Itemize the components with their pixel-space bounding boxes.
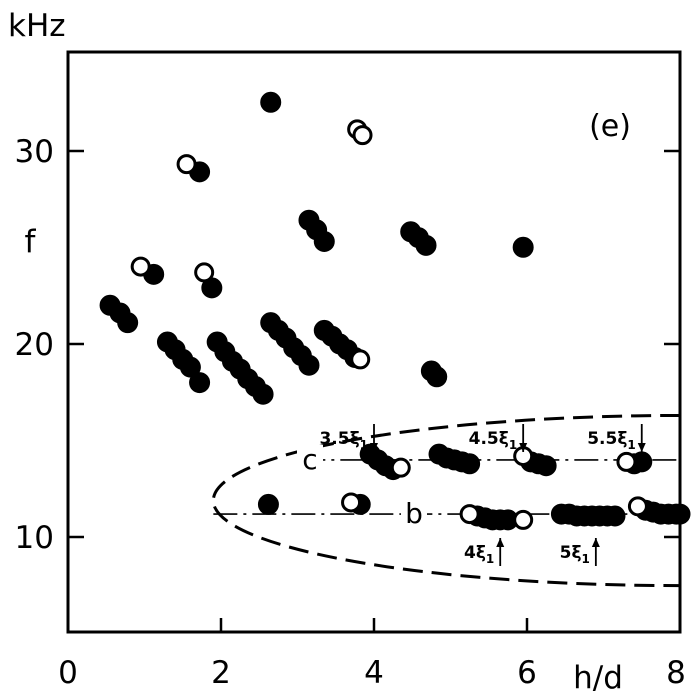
data-point-filled <box>512 236 534 258</box>
arrow-up-icon <box>496 538 505 547</box>
annotation-label: 5ξ1 <box>560 543 590 566</box>
y-tick-label-30: 30 <box>15 134 54 170</box>
annotation-label: 4ξ1 <box>464 543 494 566</box>
data-point-open <box>176 154 197 175</box>
data-point-open <box>616 451 637 472</box>
data-point-filled <box>669 503 691 525</box>
y-ticks <box>68 149 680 539</box>
data-point-open <box>627 496 648 517</box>
data-point-open <box>341 492 362 513</box>
data-point-filled <box>313 230 335 252</box>
annotation-label: 5.5ξ1 <box>587 429 636 452</box>
panel-label: (e) <box>589 109 631 144</box>
x-ticks <box>66 618 682 632</box>
annotation-label: 3.5ξ1 <box>319 429 368 452</box>
data-point-filled <box>604 505 626 527</box>
x-tick-label-8: 8 <box>666 655 686 691</box>
data-point-filled <box>179 356 201 378</box>
annotation-label: 4.5ξ1 <box>469 429 518 452</box>
x-axis-label: h/d <box>573 660 623 696</box>
y-tick-label-10: 10 <box>15 520 54 556</box>
data-point-filled <box>459 453 481 475</box>
x-tick-labels: 0 2 4 6 8 <box>58 655 686 691</box>
reference-line-label-mask <box>401 499 427 530</box>
arrow-down-icon <box>370 443 378 452</box>
data-point-open <box>194 262 215 283</box>
x-tick-label-4: 4 <box>364 655 384 691</box>
y-tick-labels: 10 20 30 <box>15 134 54 556</box>
y-tick-label-20: 20 <box>15 327 54 363</box>
reference-line-label-mask <box>297 444 323 475</box>
data-point-filled <box>298 354 320 376</box>
reference-line-label-c: c <box>302 443 317 476</box>
data-point-open <box>459 504 480 525</box>
data-point-filled <box>260 91 282 113</box>
data-point-open <box>130 256 151 277</box>
data-point-open <box>390 457 411 478</box>
reference-lines: cb <box>213 443 680 530</box>
arrow-down-icon <box>637 443 646 452</box>
data-point-filled <box>535 455 557 477</box>
y-axis-label: f <box>25 224 37 260</box>
data-point-open <box>513 509 534 530</box>
x-tick-label-0: 0 <box>58 655 78 691</box>
data-points <box>99 91 691 531</box>
annotations: 3.5ξ1 4.5ξ1 5.5ξ1 4ξ1 5ξ1 <box>319 424 646 566</box>
x-tick-label-2: 2 <box>211 655 231 691</box>
data-point-filled <box>415 234 437 256</box>
data-point-filled <box>189 372 211 394</box>
data-point-filled <box>117 312 139 334</box>
arrow-up-icon <box>591 538 600 547</box>
data-point-filled <box>252 383 274 405</box>
data-point-filled <box>257 493 279 515</box>
arrow-down-icon <box>519 443 528 452</box>
reference-line-label-b: b <box>405 497 423 530</box>
data-point-open <box>350 349 371 370</box>
data-point-open <box>352 125 373 146</box>
data-point-filled <box>426 366 448 388</box>
x-tick-label-6: 6 <box>517 655 537 691</box>
y-axis-unit-label: kHz <box>8 8 66 44</box>
